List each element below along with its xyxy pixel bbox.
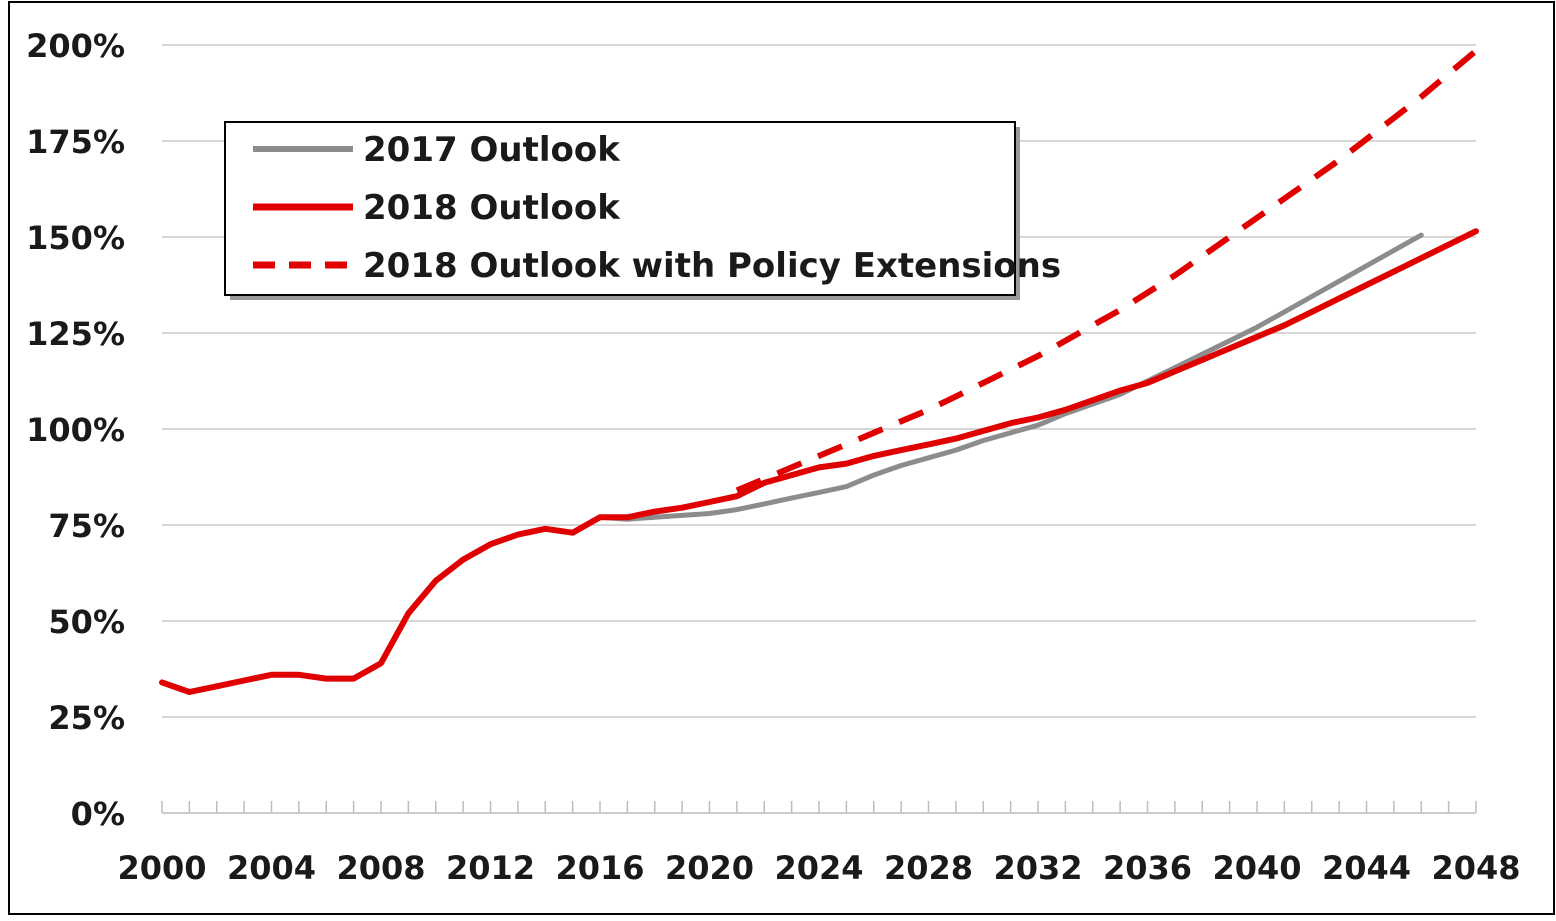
y-axis: 0% 25% 50% 75% 100% 125% 150% 175% 200% [26, 27, 125, 833]
x-tick-label: 2040 [1212, 849, 1301, 887]
legend-label: 2018 Outlook [363, 188, 621, 228]
series-layer [159, 48, 1479, 695]
y-tick-label: 175% [26, 123, 125, 161]
y-tick-label: 150% [26, 219, 125, 257]
legend-label: 2018 Outlook with Policy Extensions [363, 246, 1061, 286]
series-line-2 [159, 228, 1479, 695]
y-tick-label: 0% [71, 795, 125, 833]
y-tick-label: 100% [26, 411, 125, 449]
legend-label: 2017 Outlook [363, 130, 621, 170]
y-tick-label: 200% [26, 27, 125, 65]
series-line-3 [735, 48, 1478, 494]
legend: 2017 Outlook 2018 Outlook 2018 Outlook wit… [224, 121, 1061, 300]
y-tick-label: 50% [48, 603, 125, 641]
y-tick-label: 75% [48, 507, 125, 545]
x-tick-label: 2036 [1103, 849, 1192, 887]
x-tick-label: 2032 [993, 849, 1082, 887]
x-tick-label: 2044 [1322, 849, 1411, 887]
y-tick-label: 125% [26, 315, 125, 353]
legend-box [224, 121, 1016, 296]
x-axis [161, 801, 1477, 814]
x-tick-label: 2016 [555, 849, 644, 887]
x-tick-label: 2028 [884, 849, 973, 887]
y-tick-label: 25% [48, 699, 125, 737]
x-tick-label: 2004 [227, 849, 316, 887]
x-tick-label: 2000 [117, 849, 206, 887]
x-tick-label: 2024 [774, 849, 863, 887]
x-tick-label: 2008 [336, 849, 425, 887]
x-tick-label: 2012 [446, 849, 535, 887]
x-tick-labels: 2000 2004 2008 2012 2016 2020 2024 2028 2032 2036… [117, 849, 1520, 887]
x-tick-label: 2020 [665, 849, 754, 887]
x-tick-label: 2048 [1431, 849, 1520, 887]
